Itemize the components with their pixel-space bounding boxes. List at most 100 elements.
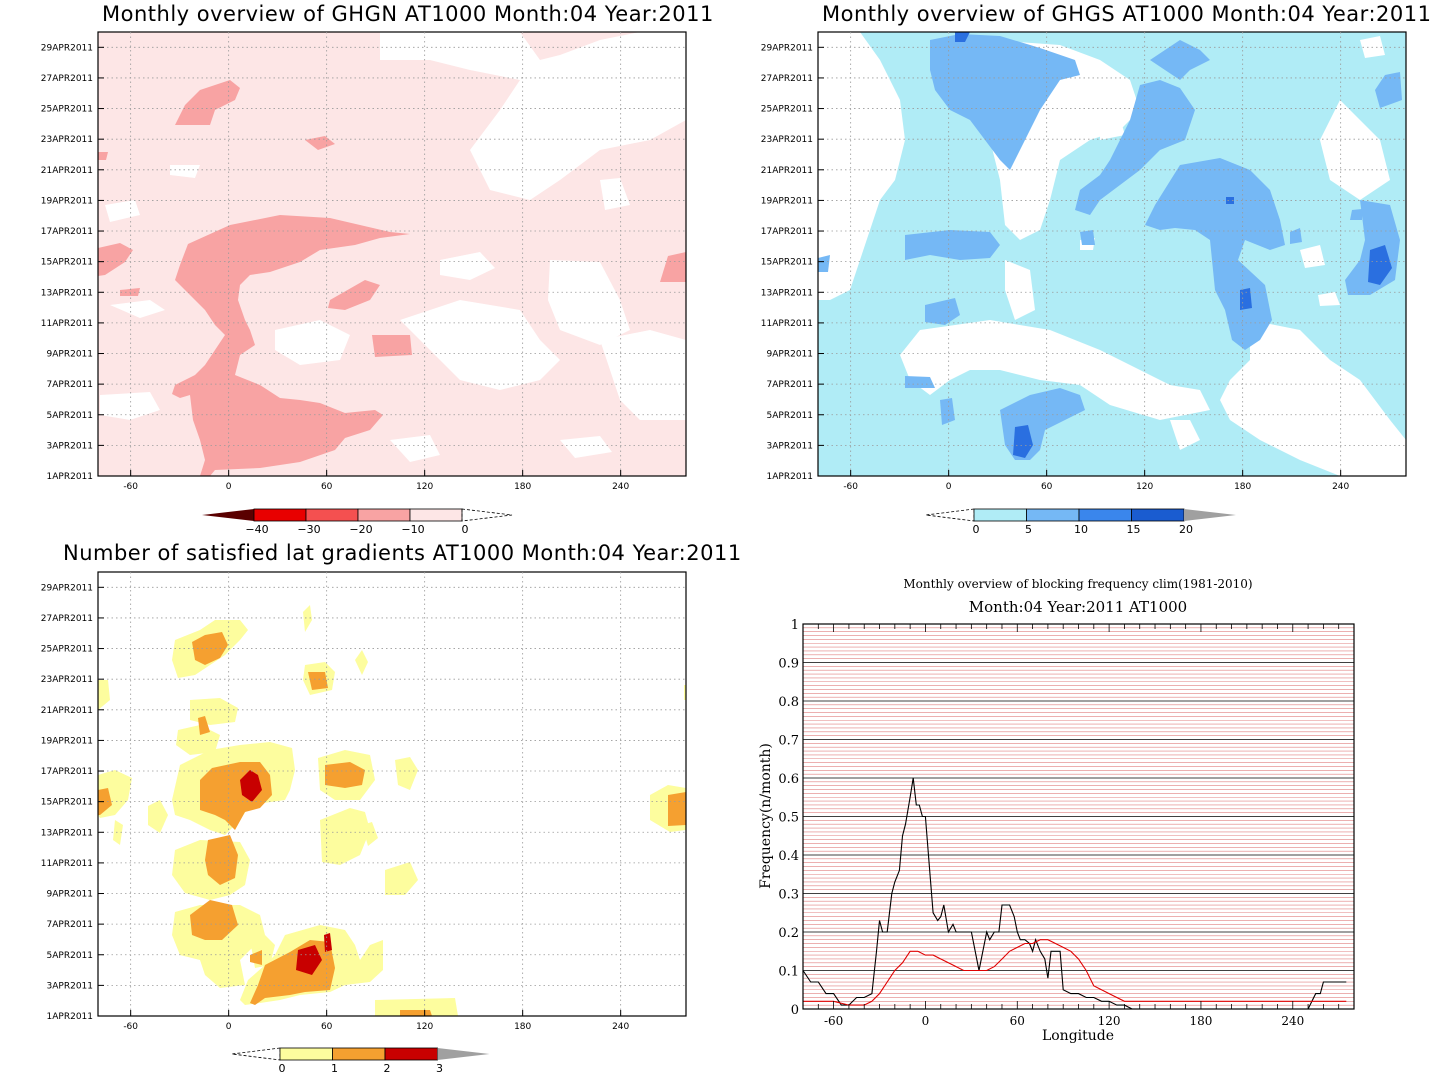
y-tick-label: 17APR2011 xyxy=(41,767,93,777)
frequency-chart-title: Monthly overview of blocking frequency c… xyxy=(903,577,1252,591)
ghgn-panel: -60 0 60 120 180 240 1APR2011 3APR2011 5APR2011 7… xyxy=(41,31,687,536)
panel2-title: Monthly overview of GHGS AT1000 Month:04… xyxy=(822,2,1432,26)
y-tick-label: 25APR2011 xyxy=(41,105,93,115)
colorbar-segment xyxy=(409,508,463,522)
frequency-x-label: Longitude xyxy=(1042,1028,1114,1044)
colorbar-segment xyxy=(357,508,411,522)
ghgs-high-patches xyxy=(955,32,1392,458)
x-tick-label: 0 xyxy=(226,1022,232,1032)
x-tick-label: 60 xyxy=(321,482,333,492)
x-tick-label: 60 xyxy=(1041,482,1053,492)
colorbar-tick-label: 20 xyxy=(1179,523,1193,536)
ghgs-zero-patches xyxy=(818,32,1406,476)
panel1-title: Monthly overview of GHGN AT1000 Month:04… xyxy=(102,2,714,26)
x-tick-label: -60 xyxy=(824,1014,843,1028)
gradients-ticks: -60 0 60 120 180 240 1APR2011 3APR2011 5APR2011 7… xyxy=(41,583,630,1032)
x-tick-label: 120 xyxy=(416,482,433,492)
frequency-major-grid xyxy=(803,662,1354,971)
colorbar-tick-label: 2 xyxy=(384,1062,391,1075)
y-tick-label: 11APR2011 xyxy=(41,319,93,329)
y-tick-label: 7APR2011 xyxy=(47,380,93,390)
series-line-0 xyxy=(802,777,1347,1010)
ghgs-frame xyxy=(817,31,1407,477)
y-tick-label: 1APR2011 xyxy=(47,472,93,482)
y-tick-label: 13APR2011 xyxy=(761,288,813,298)
colorbar-segment xyxy=(384,1047,438,1061)
colorbar-tick-label: −10 xyxy=(401,523,424,536)
colorbar-tick-label: −30 xyxy=(297,523,320,536)
x-tick-label: 0 xyxy=(946,482,952,492)
x-tick-label: 0 xyxy=(226,482,232,492)
colorbar-tick-label: −20 xyxy=(349,523,372,536)
y-tick-label: 0.5 xyxy=(778,811,799,826)
colorbar-tick-label: 1 xyxy=(331,1062,338,1075)
y-tick-label: 1APR2011 xyxy=(767,472,813,482)
y-tick-label: 1APR2011 xyxy=(47,1012,93,1022)
y-tick-label: 9APR2011 xyxy=(47,890,93,900)
x-tick-label: 0 xyxy=(922,1014,930,1028)
frequency-y-label: Frequency(n/month) xyxy=(758,743,774,889)
colorbar-tick-label: 0 xyxy=(279,1062,286,1075)
y-tick-label: 13APR2011 xyxy=(41,288,93,298)
x-tick-label: 240 xyxy=(612,482,629,492)
x-tick-label: 180 xyxy=(1189,1014,1212,1028)
colorbar-tick-label: 5 xyxy=(1025,523,1032,536)
y-tick-label: 25APR2011 xyxy=(761,105,813,115)
x-tick-label: 120 xyxy=(1098,1014,1121,1028)
y-tick-label: 0.6 xyxy=(778,772,799,787)
colorbar-segment xyxy=(332,1047,386,1061)
y-tick-label: 0.3 xyxy=(778,888,799,903)
x-tick-label: 180 xyxy=(514,482,531,492)
panel3-title: Number of satisfied lat gradients AT1000… xyxy=(63,541,742,565)
ghgs-ticks: -60 0 60 120 180 240 1APR2011 3APR2011 5APR2011 7… xyxy=(761,43,1350,492)
y-tick-label: 7APR2011 xyxy=(767,380,813,390)
y-tick-label: 1 xyxy=(791,618,799,633)
y-tick-label: 15APR2011 xyxy=(41,258,93,268)
y-tick-label: 9APR2011 xyxy=(767,350,813,360)
y-tick-label: 0.1 xyxy=(778,965,799,980)
y-tick-label: 23APR2011 xyxy=(761,135,813,145)
y-tick-label: 17APR2011 xyxy=(41,227,93,237)
ghgs-panel: -60 0 60 120 180 240 1APR2011 3APR2011 5APR2011 7… xyxy=(761,31,1407,536)
y-tick-label: 9APR2011 xyxy=(47,350,93,360)
y-tick-label: 27APR2011 xyxy=(761,74,813,84)
x-tick-label: -60 xyxy=(123,482,138,492)
y-tick-label: 0.2 xyxy=(778,926,799,941)
y-tick-label: 19APR2011 xyxy=(41,736,93,746)
y-tick-label: 17APR2011 xyxy=(761,227,813,237)
y-tick-label: 3APR2011 xyxy=(47,981,93,991)
colorbar-triangle-low xyxy=(231,1047,281,1061)
gradients-panel: -60 0 60 120 180 2401APR20113APR20115APR20117… xyxy=(41,571,687,1075)
y-tick-label: 19APR2011 xyxy=(761,196,813,206)
y-tick-label: 29APR2011 xyxy=(41,583,93,593)
colorbar-tick-label: 10 xyxy=(1074,523,1088,536)
y-tick-label: 5APR2011 xyxy=(47,951,93,961)
colorbar-segment xyxy=(1078,508,1132,522)
frequency-panel: Monthly overview of blocking frequency c… xyxy=(758,577,1355,1044)
colorbar-triangle-low xyxy=(202,509,254,521)
y-tick-label: 7APR2011 xyxy=(47,920,93,930)
x-tick-label: -60 xyxy=(843,482,858,492)
ghgn-colorbar: −40 −30 −20 −10 0 xyxy=(202,508,513,536)
ghgs-level-patches xyxy=(818,34,1402,460)
colorbar-tick-label: 15 xyxy=(1127,523,1141,536)
gradients-level3 xyxy=(240,770,332,975)
gradients-frame xyxy=(97,571,687,1017)
x-tick-label: 180 xyxy=(1234,482,1251,492)
ghgs-contours xyxy=(818,32,1406,476)
y-tick-label: 23APR2011 xyxy=(41,135,93,145)
y-tick-label: 5APR2011 xyxy=(47,411,93,421)
x-tick-label: 120 xyxy=(1136,482,1153,492)
x-tick-label: 240 xyxy=(1281,1014,1304,1028)
ghgn-contours xyxy=(98,32,686,476)
ghgn-frame xyxy=(97,31,687,477)
frequency-chart-subtitle: Month:04 Year:2011 AT1000 xyxy=(969,598,1187,616)
y-tick-label: 15APR2011 xyxy=(761,258,813,268)
colorbar-segment xyxy=(305,508,359,522)
colorbar-tick-label: −40 xyxy=(245,523,268,536)
colorbar-triangle-high xyxy=(461,508,513,522)
colorbar-segment xyxy=(253,508,307,522)
colorbar-segment xyxy=(1131,508,1185,522)
x-tick-label: 240 xyxy=(1332,482,1349,492)
